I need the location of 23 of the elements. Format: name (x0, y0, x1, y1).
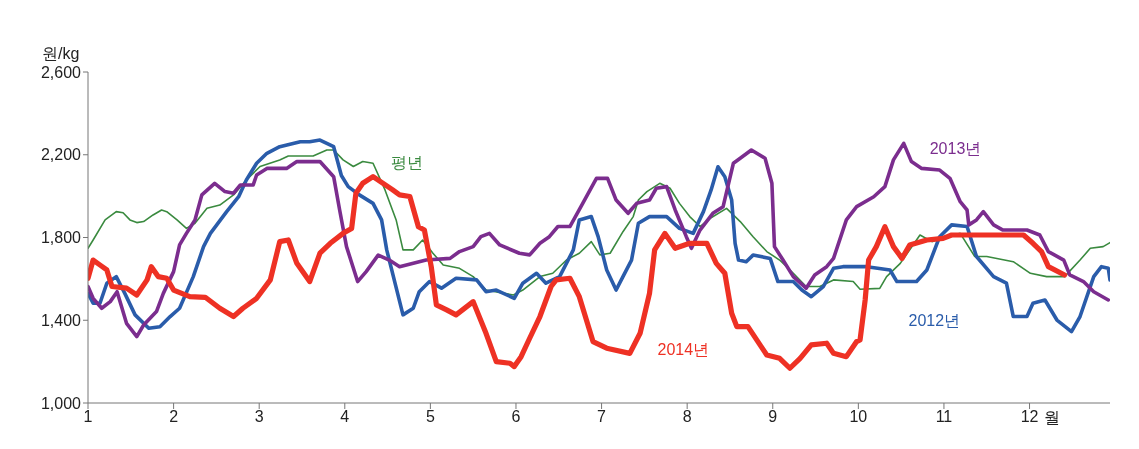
y-tick-label: 2,600 (40, 63, 82, 81)
x-tick-label: 8 (682, 408, 692, 426)
x-tick-label: 10 (849, 408, 868, 426)
x-tick-label: 7 (597, 408, 607, 426)
x-tick-label: 6 (511, 408, 521, 426)
y-tick-label: 2,200 (40, 146, 82, 164)
series-label: 2014년 (657, 341, 710, 359)
x-tick-label: 2 (169, 408, 179, 426)
x-tick-label: 1 (83, 408, 93, 426)
y-axis-title: 원/kg (42, 44, 80, 64)
series-label: 평년 (391, 153, 424, 171)
x-tick-label: 11 (935, 408, 953, 426)
x-tick-label: 12 (1020, 408, 1039, 426)
x-tick-label: 3 (254, 408, 264, 426)
y-tick-label: 1,400 (40, 311, 82, 329)
x-tick-label: 5 (425, 408, 435, 426)
y-tick-label: 1,800 (40, 229, 82, 247)
series-label: 2013년 (929, 140, 982, 158)
x-axis-title: 월 (1043, 408, 1060, 428)
y-tick-label: 1,000 (40, 394, 82, 412)
x-tick-label: 9 (768, 408, 778, 426)
x-tick-label: 4 (340, 408, 350, 426)
series-label: 2012년 (908, 311, 961, 329)
